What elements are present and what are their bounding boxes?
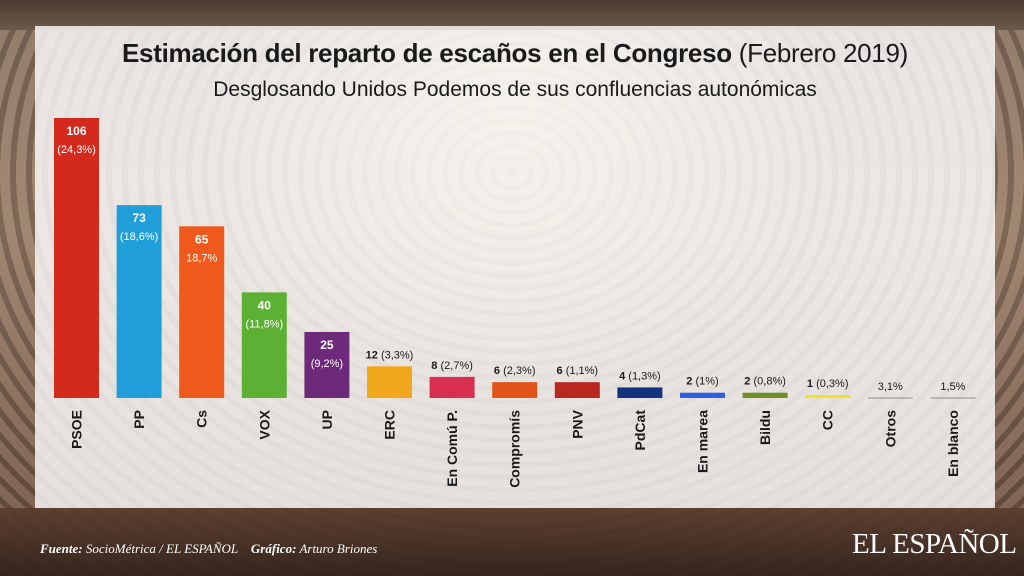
- chart-title-main: Estimación del reparto de escaños en el …: [122, 38, 732, 68]
- bar-pp: [116, 205, 162, 398]
- pct-label-pp: (18,6%): [120, 231, 159, 243]
- graphic-label: Gráfico:: [250, 541, 297, 556]
- category-label-en-com-p: En Comú P.: [444, 410, 460, 487]
- value-label-up: 25: [320, 338, 334, 352]
- category-label-en-blanco: En blanco: [945, 410, 961, 477]
- category-label-vox: VOX: [256, 409, 272, 439]
- bar-en-com-p: [429, 376, 475, 398]
- category-label-erc: ERC: [382, 410, 398, 440]
- category-label-cc: CC: [820, 410, 836, 430]
- value-label-pp: 73: [132, 211, 146, 225]
- value-label-psoe: 106: [66, 124, 86, 138]
- value-label-cc: 1 (0,3%): [807, 378, 849, 390]
- source-label: Fuente:: [40, 541, 83, 556]
- value-label-otros: 3,1%: [878, 381, 903, 393]
- category-label-pp: PP: [131, 410, 147, 429]
- category-label-otros: Otros: [882, 410, 898, 448]
- category-label-cs: Cs: [194, 410, 210, 428]
- bar-cc: [805, 395, 851, 398]
- bar-psoe: [54, 118, 99, 398]
- source-value: SocioMétrica / EL ESPAÑOL: [85, 541, 238, 556]
- source-credit: Fuente: SocioMétrica / EL ESPAÑOL Gráfic…: [40, 541, 377, 557]
- category-label-psoe: PSOE: [69, 410, 85, 449]
- value-label-bildu: 2 (0,8%): [744, 376, 786, 388]
- pct-label-up: (9,2%): [311, 358, 343, 370]
- value-label-cs: 65: [195, 232, 209, 246]
- chart-title: Estimación del reparto de escaños en el …: [35, 38, 995, 69]
- background-top-band: [0, 0, 1024, 30]
- graphic-value: Arturo Briones: [299, 541, 378, 556]
- pct-label-cs: 18,7%: [186, 252, 217, 264]
- category-label-en-marea: En marea: [695, 410, 711, 473]
- bar-up: [304, 331, 350, 398]
- value-label-en-marea: 2 (1%): [686, 376, 718, 388]
- bar-erc: [367, 366, 412, 398]
- value-label-en-blanco: 1,5%: [940, 381, 965, 393]
- bar-vox: [241, 292, 287, 398]
- bar-pnv: [554, 382, 600, 398]
- value-label-pnv: 6 (1,1%): [557, 365, 599, 377]
- category-label-pdcat: PdCat: [632, 410, 648, 451]
- value-label-erc: 12 (3,3%): [366, 349, 414, 361]
- value-label-pdcat: 4 (1,3%): [619, 370, 661, 382]
- value-label-en-com-p: 8 (2,7%): [431, 360, 473, 372]
- bar-comprom-s: [492, 382, 538, 398]
- seat-bar-chart: 106 (24,3%) PSOE 73 (18,6%) PP 65 18,7% Cs 40 (11,…: [54, 118, 976, 488]
- category-label-comprom-s: Compromís: [507, 410, 523, 488]
- chart-title-date: (Febrero 2019): [738, 38, 909, 68]
- category-label-pnv: PNV: [569, 409, 585, 438]
- value-label-comprom-s: 6 (2,3%): [494, 365, 536, 377]
- chart-subtitle: Desglosando Unidos Podemos de sus conflu…: [213, 78, 817, 101]
- background-bottom-band: [0, 508, 1024, 576]
- bar-pdcat: [617, 387, 663, 398]
- bar-bildu: [742, 392, 788, 398]
- bar-cs: [179, 226, 225, 398]
- bar-en-marea: [680, 392, 725, 398]
- pct-label-vox: (11,8%): [245, 318, 283, 330]
- category-label-up: UP: [319, 410, 335, 429]
- pct-label-psoe: (24,3%): [57, 144, 96, 156]
- el-espanol-logo: EL ESPAÑOL: [852, 528, 1017, 560]
- category-label-bildu: Bildu: [757, 410, 773, 445]
- value-label-vox: 40: [258, 298, 272, 312]
